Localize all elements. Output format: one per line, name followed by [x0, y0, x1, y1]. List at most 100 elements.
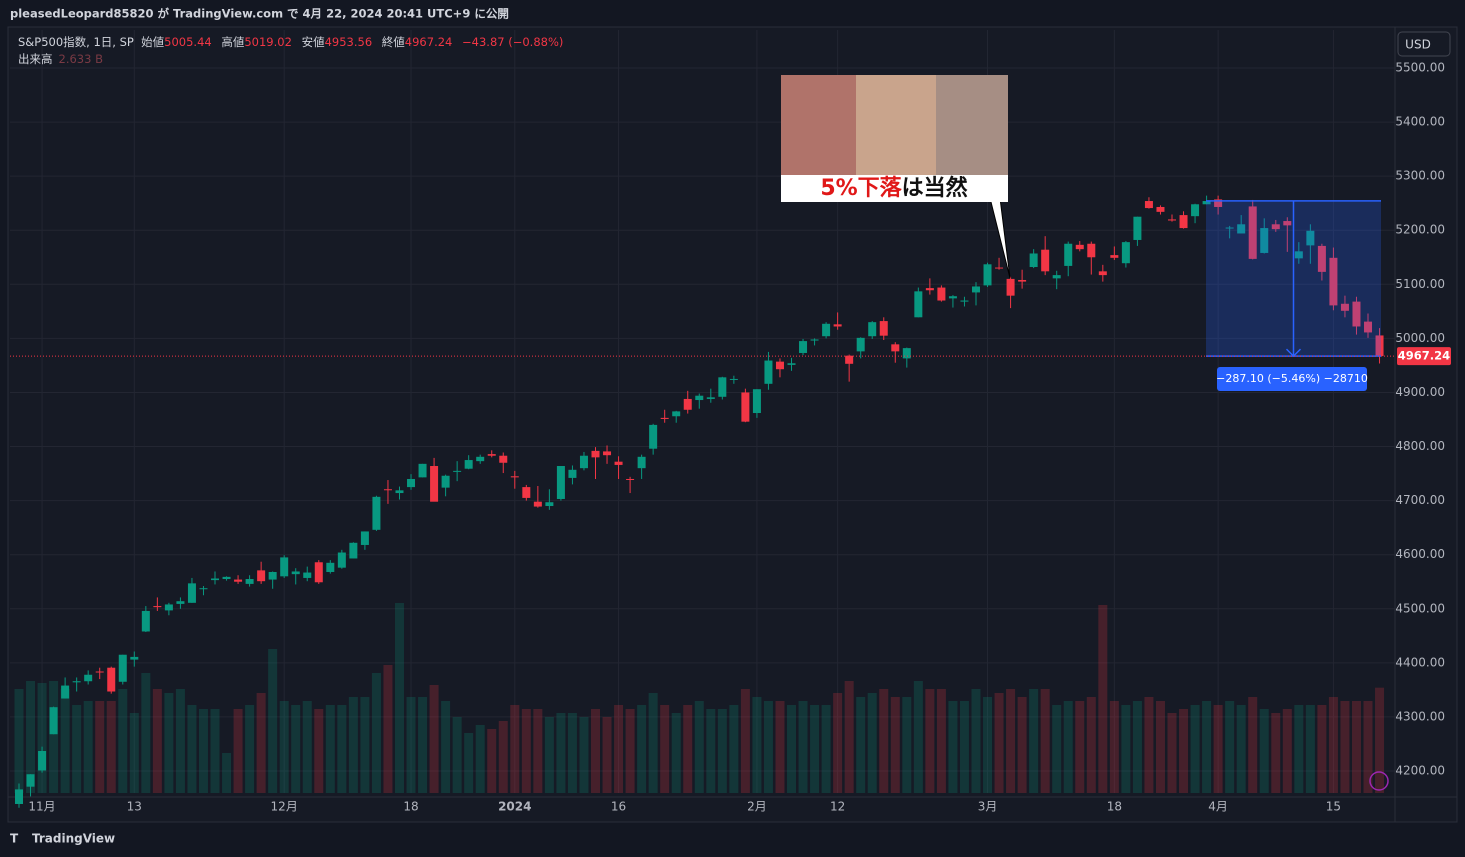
volume-bar	[337, 705, 347, 793]
volume-bar	[95, 701, 105, 793]
currency: USD	[1405, 38, 1431, 52]
y-tick-label: 5000.00	[1395, 331, 1445, 345]
thumbnail-right	[936, 75, 1008, 175]
x-tick-label: 2月	[747, 800, 767, 814]
volume-bar	[544, 717, 554, 793]
candle-body	[614, 461, 623, 465]
volume-bar	[844, 681, 854, 793]
caption-red: 5%下落	[820, 176, 902, 201]
candle-body	[522, 487, 531, 498]
ohlc-value: 4967.24	[404, 35, 453, 49]
candle-body	[879, 321, 888, 336]
volume-bar	[925, 689, 935, 793]
candle-body	[1294, 251, 1303, 259]
volume-bar	[1075, 701, 1085, 793]
volume-bar	[1294, 705, 1304, 793]
annotation: 5%下落は当然	[781, 75, 1011, 279]
candle-body	[810, 339, 819, 341]
candle-body	[49, 707, 58, 735]
candle-body	[453, 470, 462, 472]
volume-bar	[1052, 705, 1062, 793]
candle-body	[510, 476, 519, 478]
volume-bar	[314, 709, 324, 793]
volume-value: 2.633 B	[58, 52, 103, 66]
caption-black: は当然	[902, 175, 968, 201]
y-tick-label: 5400.00	[1395, 115, 1445, 129]
y-tick-label: 4600.00	[1395, 547, 1445, 561]
y-tick-label: 5300.00	[1395, 169, 1445, 183]
volume-bar	[452, 717, 462, 793]
candle-body	[1329, 257, 1338, 306]
candle-body	[868, 322, 877, 337]
candle-body	[603, 451, 612, 456]
candle-body	[1121, 242, 1130, 264]
candle-body	[245, 579, 254, 584]
volume-bar	[1340, 701, 1350, 793]
candle-body	[476, 456, 485, 462]
candle-body	[822, 323, 831, 337]
candle-body	[1087, 243, 1096, 258]
candle-body	[26, 774, 35, 787]
volume-bar	[348, 697, 358, 793]
volume-bar	[129, 713, 139, 793]
candle-body	[1375, 335, 1384, 357]
candle-body	[902, 348, 911, 359]
volume-bar	[567, 713, 577, 793]
volume-bar	[498, 721, 508, 793]
volume-bar	[763, 701, 773, 793]
currency-button[interactable]	[1397, 31, 1451, 57]
candle-body	[1306, 230, 1315, 246]
ohlc-value: 5019.02	[244, 35, 292, 49]
volume-bar	[26, 681, 36, 793]
volume-bar	[291, 705, 301, 793]
volume-bar	[302, 701, 312, 793]
volume-bar	[614, 705, 624, 793]
candle-body	[395, 490, 404, 494]
volume-bar	[1063, 701, 1073, 793]
candle-body	[61, 685, 70, 699]
candle-body	[741, 392, 750, 422]
candle-body	[407, 478, 416, 488]
volume-bar	[464, 733, 474, 793]
volume-bar	[810, 705, 820, 793]
legend-volume: 出来高 2.633 B	[18, 51, 569, 68]
volume-bar	[798, 701, 808, 793]
volume-bar	[660, 705, 670, 793]
volume-bar	[429, 685, 439, 793]
candle-body	[1340, 303, 1349, 311]
y-tick-label: 5200.00	[1395, 223, 1445, 237]
candle-body	[15, 789, 23, 804]
candle-body	[1156, 206, 1165, 212]
candle-body	[948, 296, 957, 299]
candle-body	[222, 576, 231, 580]
y-tick-label: 5500.00	[1395, 61, 1445, 75]
candle-body	[545, 502, 554, 507]
candle-body	[683, 398, 692, 410]
publisher: pleasedLeopard85820 が TradingView.com で …	[10, 7, 509, 21]
candle-body	[914, 291, 923, 318]
candle-body	[234, 579, 243, 582]
ohlc-label: 安値	[301, 35, 325, 49]
candle-body	[337, 552, 346, 568]
candle-body	[291, 571, 300, 575]
volume-bar	[1132, 701, 1142, 793]
candle-body	[568, 469, 577, 478]
candle-body	[1260, 228, 1269, 253]
volume-bar	[971, 689, 981, 793]
y-tick-label: 4700.00	[1395, 493, 1445, 507]
candle-body	[1283, 221, 1292, 226]
candle-body	[937, 287, 946, 301]
volume-bar	[210, 709, 220, 793]
x-tick-label: 18	[403, 800, 418, 814]
x-tick-label: 12	[830, 800, 845, 814]
candle-body	[1110, 255, 1119, 258]
candle-body	[718, 377, 727, 397]
volume-bar	[740, 689, 750, 793]
candle-body	[280, 557, 289, 577]
volume-bar	[1213, 705, 1223, 793]
x-tick-label: 18	[1107, 800, 1122, 814]
volume-bar	[717, 709, 727, 793]
candle-body	[176, 601, 185, 604]
volume-bar	[1305, 705, 1315, 793]
volume-bar	[1109, 701, 1119, 793]
